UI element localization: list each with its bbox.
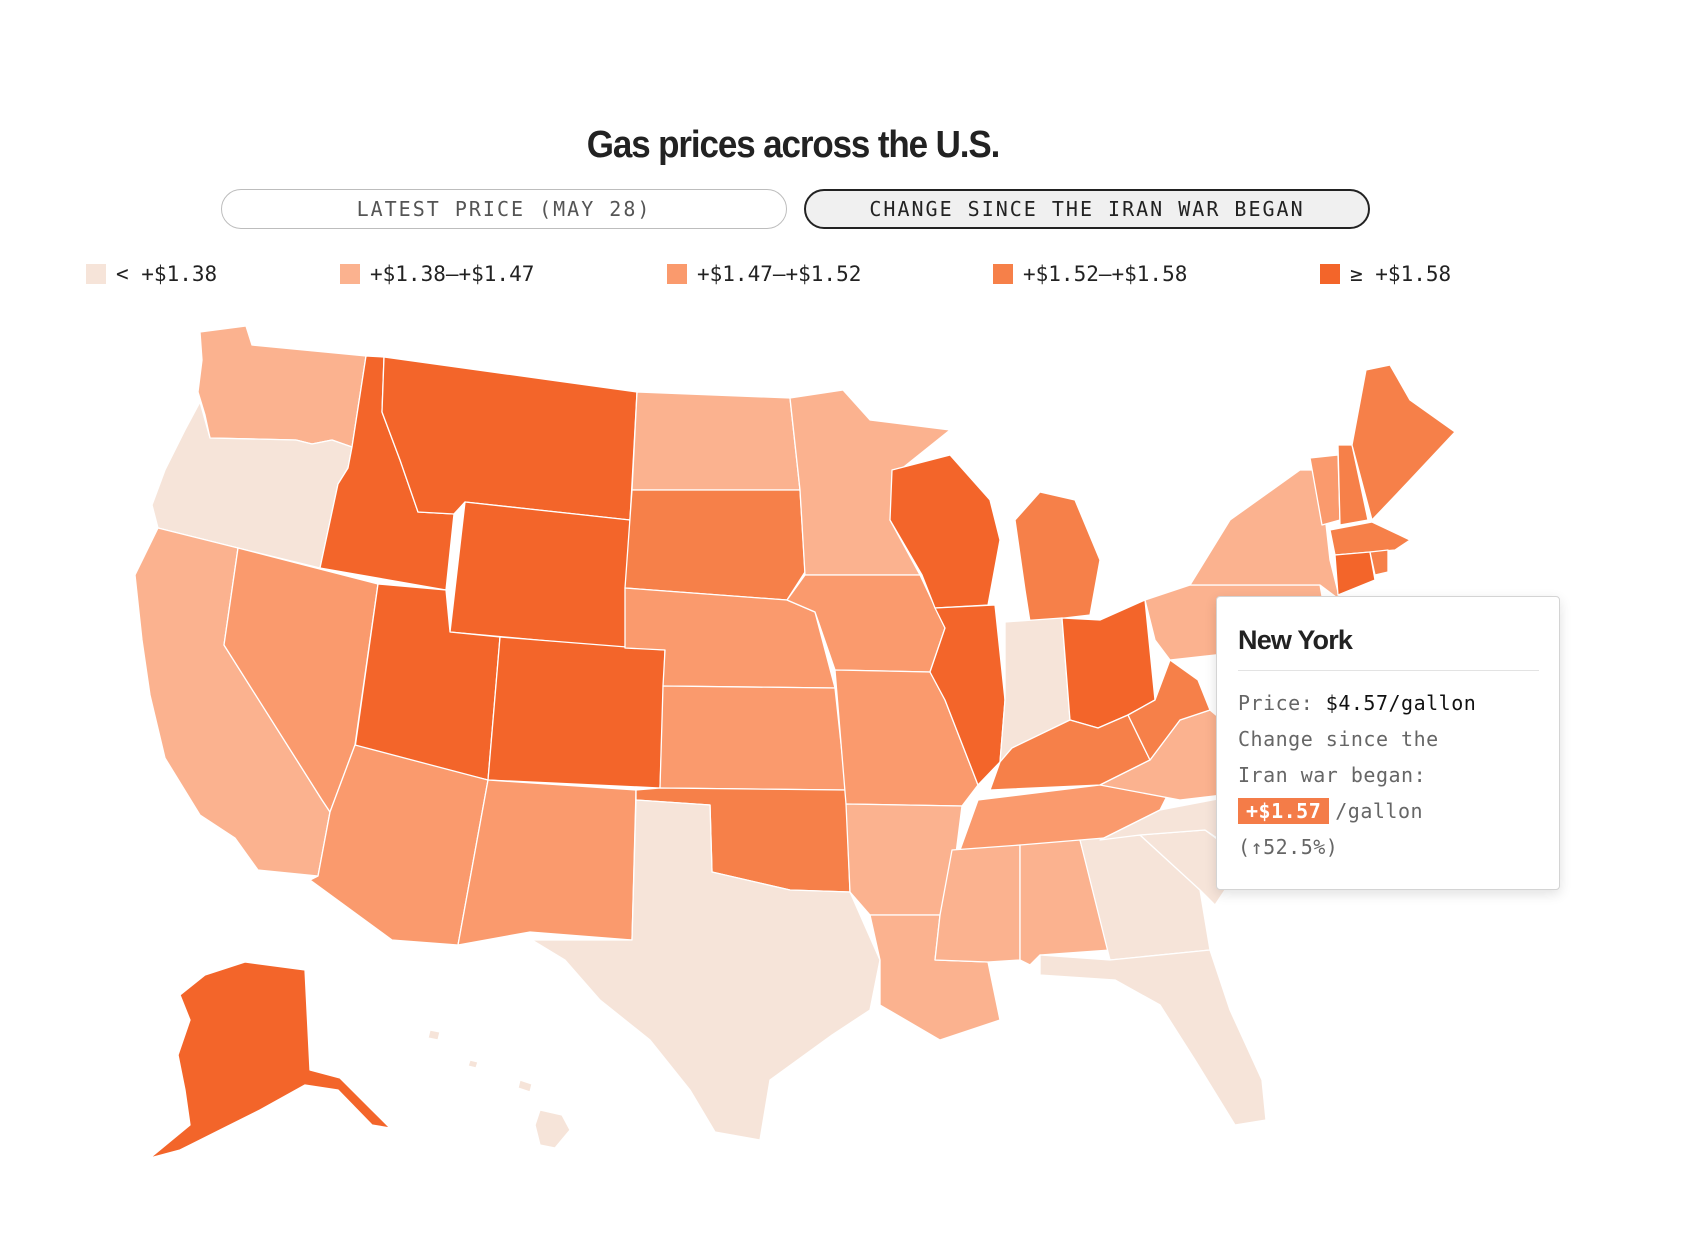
legend-swatch [1320, 264, 1340, 284]
state-colorado[interactable] [487, 636, 666, 789]
chart-title: Gas prices across the U.S. [586, 124, 1001, 166]
state-maine[interactable] [1351, 364, 1456, 521]
state-florida[interactable] [1039, 949, 1267, 1126]
legend-swatch [667, 264, 687, 284]
state-new-mexico[interactable] [457, 779, 637, 946]
tooltip-change-unit: /gallon [1335, 799, 1424, 823]
state-illinois[interactable] [929, 604, 1006, 786]
state-west-virginia[interactable] [1127, 659, 1211, 761]
state-washington[interactable] [197, 325, 367, 448]
legend: < +$1.38 +$1.38–+$1.47 +$1.47–+$1.52 +$1… [0, 262, 1706, 292]
legend-item: +$1.38–+$1.47 [340, 262, 534, 286]
latest-price-toggle[interactable]: LATEST PRICE (MAY 28) [221, 189, 787, 229]
legend-item: < +$1.38 [86, 262, 217, 286]
state-rhode-island[interactable] [1369, 549, 1389, 576]
legend-swatch [340, 264, 360, 284]
state-south-dakota[interactable] [624, 489, 806, 601]
state-north-dakota[interactable] [631, 391, 801, 491]
legend-label: +$1.38–+$1.47 [370, 262, 535, 286]
tooltip-change-line: +$1.57/gallon [1238, 793, 1539, 829]
tooltip-price-value: $4.57/gallon [1325, 691, 1477, 715]
legend-label: ≥ +$1.58 [1350, 262, 1452, 286]
tooltip-change-label-2: Iran war began: [1238, 763, 1427, 787]
tooltip-change-label: Change since the [1238, 727, 1439, 751]
legend-item: ≥ +$1.58 [1320, 262, 1451, 286]
legend-item: +$1.47–+$1.52 [667, 262, 861, 286]
change-since-war-toggle[interactable]: CHANGE SINCE THE IRAN WAR BEGAN [804, 189, 1370, 229]
state-new-hampshire[interactable] [1337, 444, 1369, 526]
legend-label: < +$1.38 [116, 262, 218, 286]
state-kansas[interactable] [659, 685, 847, 791]
legend-swatch [86, 264, 106, 284]
legend-item: +$1.52–+$1.58 [993, 262, 1187, 286]
tooltip-price-label: Price: [1238, 691, 1314, 715]
state-hawaii[interactable] [427, 1029, 571, 1149]
state-alaska[interactable] [149, 961, 391, 1159]
state-montana[interactable] [381, 356, 638, 521]
state-michigan[interactable] [1014, 491, 1101, 623]
tooltip-change-percent: (↑52.5%) [1238, 835, 1339, 859]
state-wyoming[interactable] [449, 501, 631, 649]
state-tooltip: New York Price: $4.57/gallon Change sinc… [1216, 596, 1560, 890]
state-connecticut[interactable] [1334, 551, 1376, 596]
tooltip-price-line: Price: $4.57/gallon [1238, 685, 1539, 721]
tooltip-state-name: New York [1238, 625, 1539, 671]
legend-swatch [993, 264, 1013, 284]
state-texas[interactable] [531, 799, 881, 1141]
tooltip-change-badge: +$1.57 [1238, 798, 1330, 824]
state-massachusetts[interactable] [1329, 521, 1411, 556]
legend-label: +$1.52–+$1.58 [1023, 262, 1188, 286]
legend-label: +$1.47–+$1.52 [697, 262, 862, 286]
